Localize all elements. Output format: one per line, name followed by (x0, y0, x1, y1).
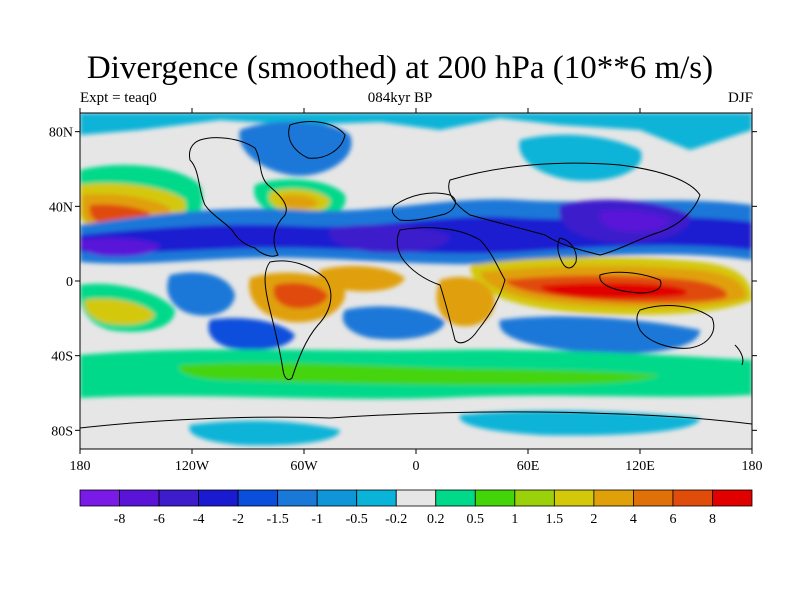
colorbar-label: 2 (590, 512, 597, 527)
lon-tick-label: 120W (175, 459, 210, 474)
colorbar-swatch (79, 489, 120, 507)
colorbar-swatch (672, 489, 713, 507)
colorbar-label: 8 (709, 512, 716, 527)
lon-tick-label: 180 (742, 459, 763, 474)
blob-north-cyan (80, 113, 752, 150)
lat-tick-label: 0 (66, 275, 73, 290)
coastline-australia (636, 305, 715, 349)
blob-satl-blue (342, 306, 445, 340)
colorbar-swatch (158, 489, 199, 507)
season-label: DJF (727, 90, 753, 106)
blob-tropatl-orange (319, 265, 405, 292)
colorbar-label: 0.2 (427, 512, 445, 527)
colorbar-swatch (435, 489, 476, 507)
colorbar-label: -0.5 (346, 512, 368, 527)
colorbar-swatch (633, 489, 674, 507)
lon-tick-label: 60E (517, 459, 540, 474)
colorbar-label: -6 (153, 512, 165, 527)
colorbar-label: 1.5 (546, 512, 564, 527)
blob-pac-purple (80, 237, 160, 257)
colorbar-swatch (316, 489, 358, 507)
colorbar-label: -1 (311, 512, 323, 527)
colorbar-swatch (198, 489, 239, 507)
blob-atlantic-purple (329, 224, 450, 253)
map-axes: 80N 40N 0 40S 80S 180 120W 60W 0 60E 120E 180 (49, 108, 763, 474)
coastline-asia (448, 162, 701, 256)
coastline-south-america (264, 260, 332, 381)
colorbar-swatch (356, 489, 397, 507)
lat-tick-label: 80S (51, 424, 73, 439)
blob-eastasia-purple (599, 210, 670, 232)
colorbar-swatch (593, 489, 634, 507)
colorbar-label: -1.5 (267, 512, 289, 527)
colorbar-label: 6 (669, 512, 676, 527)
blob-sindian-blue (499, 316, 700, 354)
blob-spac-yellow (84, 298, 155, 325)
lon-tick-label: 180 (70, 459, 91, 474)
blob-natl-orange (281, 194, 318, 209)
coastline-maritime-continent (599, 271, 662, 294)
colorbar-label: -8 (114, 512, 126, 527)
lat-tick-label: 80N (49, 126, 73, 141)
coastline-africa (396, 227, 506, 344)
colorbar-label: -2 (232, 512, 244, 527)
coastline-greenland (288, 121, 346, 159)
colorbar-swatch (474, 489, 516, 507)
blob-africa-orange (436, 276, 495, 327)
lat-tick-label: 40N (49, 200, 73, 215)
lon-tick-label: 60W (290, 459, 318, 474)
blob-southamerica-red (273, 282, 328, 309)
colorbar: -8 -6 -4 -2 -1.5 -1 -0.5 -0.2 0.2 0.5 1 1.5 2 4 6 8 (79, 489, 753, 527)
colorbar-label: 0.5 (467, 512, 485, 527)
lon-tick-label: 120E (625, 459, 655, 474)
blob-antarctic-cyan-east (459, 410, 700, 436)
chart-title: Divergence (smoothed) at 200 hPa (10**6 … (86, 50, 714, 86)
coastline-antarctica (80, 411, 752, 429)
blob-spac-blue (167, 272, 235, 316)
colorbar-swatch (514, 489, 555, 507)
colorbar-label: -0.2 (385, 512, 407, 527)
period-label: 084kyr BP (367, 90, 433, 106)
coastline-new-zealand (734, 344, 744, 366)
lon-tick-label: 0 (413, 459, 420, 474)
colorbar-label: 4 (630, 512, 637, 527)
experiment-label: Expt = teaq0 (80, 90, 157, 106)
blob-antarctic-cyan (189, 420, 340, 446)
colorbar-swatch (277, 489, 318, 507)
coastline-india (557, 237, 577, 269)
blob-siberia-blue (519, 134, 642, 181)
coastline-europe (391, 192, 456, 221)
band-southern-lightgreen (179, 362, 660, 385)
colorbar-swatch (119, 489, 160, 507)
band-equator-darkred (540, 283, 688, 299)
colorbar-swatch (395, 489, 437, 507)
colorbar-label: 1 (511, 512, 518, 527)
colorbar-swatch (237, 489, 279, 507)
colorbar-swatch (712, 489, 753, 507)
lat-tick-label: 40S (51, 350, 73, 365)
coastline-north-america (189, 137, 287, 257)
colorbar-swatch (553, 489, 595, 507)
blob-spac-darkblue (208, 318, 295, 350)
coastlines (80, 121, 752, 429)
divergence-field (80, 113, 752, 449)
colorbar-label: -4 (193, 512, 205, 527)
